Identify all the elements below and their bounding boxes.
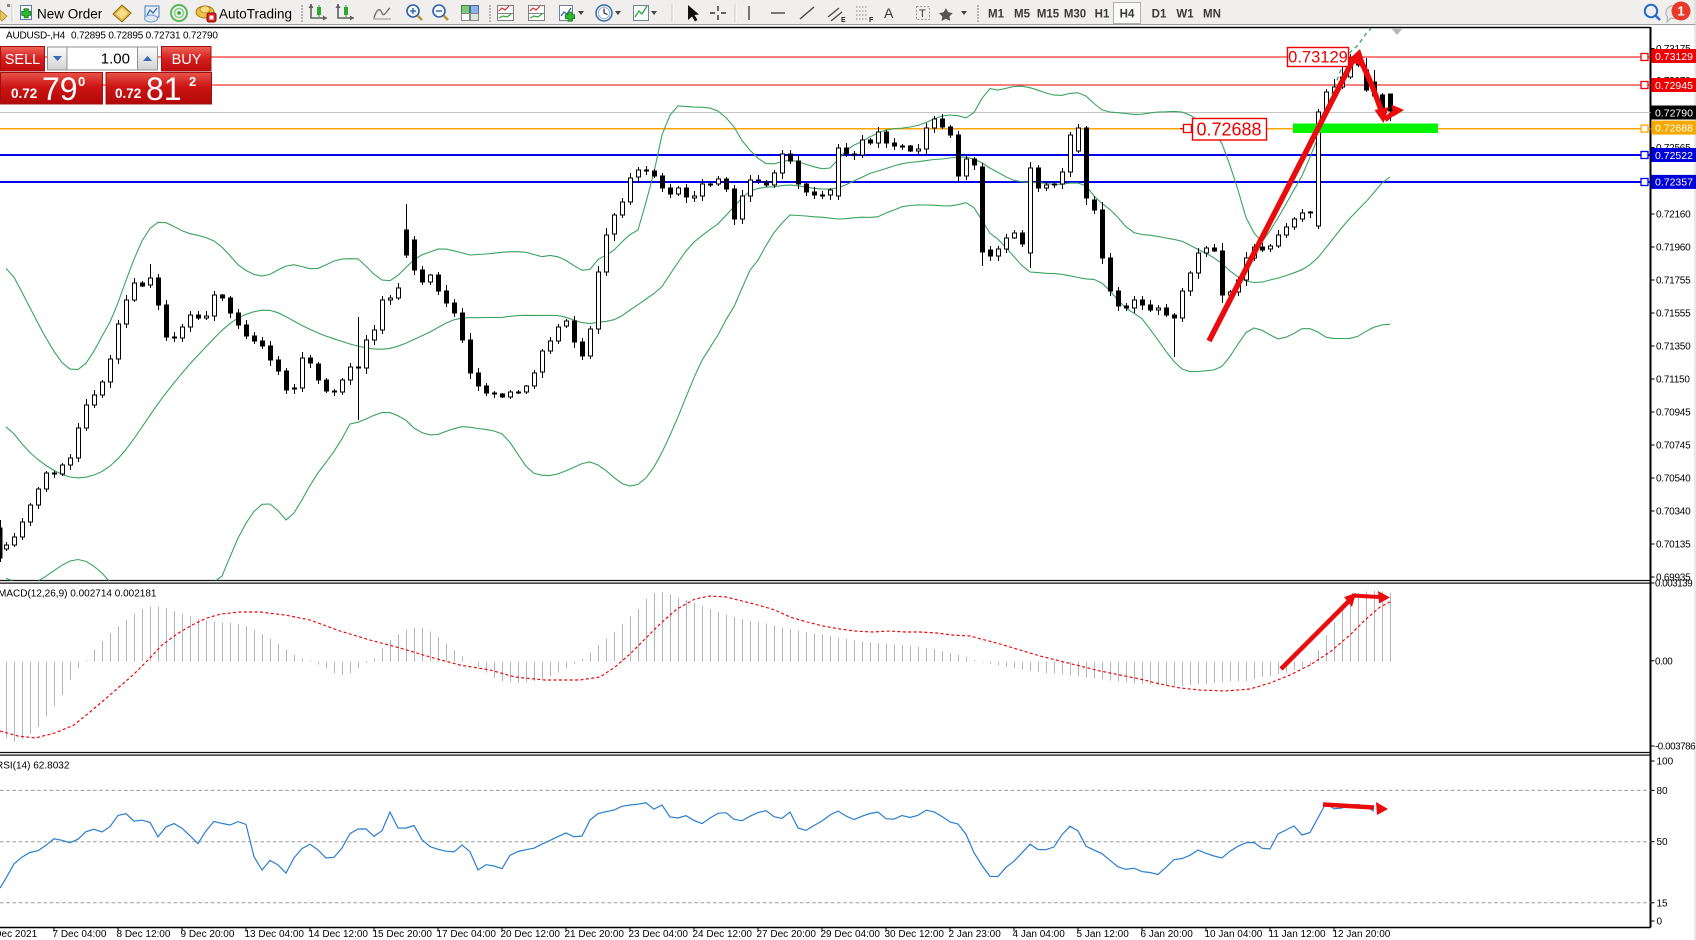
svg-text:E: E [841,17,846,24]
svg-text:M30: M30 [1064,9,1086,21]
svg-text:A: A [884,5,894,21]
svg-text:AutoTrading: AutoTrading [219,7,292,22]
svg-text:BUY: BUY [172,52,202,68]
svg-text:27 Dec 20:00: 27 Dec 20:00 [757,929,817,940]
svg-text:0.72945: 0.72945 [1655,80,1693,92]
svg-text:0.72895 0.72895 0.72731 0.7279: 0.72895 0.72895 0.72731 0.72790 [71,31,218,42]
svg-text:0.72790: 0.72790 [1655,107,1693,119]
svg-text:7 Dec 04:00: 7 Dec 04:00 [53,929,107,940]
svg-text:81: 81 [146,71,182,107]
svg-text:0.70135: 0.70135 [1656,540,1691,551]
svg-text:0.71350: 0.71350 [1656,342,1691,353]
svg-text:M1: M1 [988,9,1005,21]
svg-text:0.73129: 0.73129 [1655,51,1693,63]
svg-text:4 Jan 04:00: 4 Jan 04:00 [1013,929,1066,940]
svg-text:0.71755: 0.71755 [1656,276,1691,287]
svg-text:MN: MN [1203,9,1221,21]
svg-text:0.72357: 0.72357 [1655,177,1693,189]
svg-text:H4: H4 [1120,9,1135,21]
svg-text:50: 50 [1657,837,1669,848]
svg-text:0: 0 [1657,917,1663,928]
svg-text:0.70540: 0.70540 [1656,474,1691,485]
svg-text:21 Dec 20:00: 21 Dec 20:00 [565,929,625,940]
svg-text:2: 2 [189,74,196,89]
svg-text:RSI(14) 62.8032: RSI(14) 62.8032 [0,761,70,772]
svg-text:New Order: New Order [37,7,103,22]
svg-text:9 Dec 20:00: 9 Dec 20:00 [181,929,235,940]
svg-text:0.71150: 0.71150 [1656,375,1690,386]
svg-text:0.73129: 0.73129 [1288,49,1348,67]
svg-text:0.69935: 0.69935 [1656,573,1691,584]
svg-text:0.71960: 0.71960 [1656,243,1691,254]
svg-text:0.70340: 0.70340 [1656,507,1691,518]
svg-text:SELL: SELL [5,52,40,68]
svg-text:6 Dec 2021: 6 Dec 2021 [0,929,38,940]
svg-text:1.00: 1.00 [101,51,130,68]
svg-text:23 Dec 04:00: 23 Dec 04:00 [629,929,689,940]
svg-text:0: 0 [78,74,85,89]
svg-text:5 Jan 12:00: 5 Jan 12:00 [1077,929,1130,940]
svg-text:T: T [919,8,926,20]
svg-text:W1: W1 [1176,9,1194,21]
svg-text:F: F [869,17,874,24]
svg-text:80: 80 [1657,786,1669,797]
svg-text:12 Jan 20:00: 12 Jan 20:00 [1333,929,1391,940]
svg-text:0.70745: 0.70745 [1656,441,1691,452]
svg-text:AUDUSD-,H4: AUDUSD-,H4 [6,31,66,42]
svg-text:M15: M15 [1037,9,1060,21]
svg-text:MACD(12,26,9) 0.002714 0.00218: MACD(12,26,9) 0.002714 0.002181 [0,589,157,600]
svg-text:15 Dec 20:00: 15 Dec 20:00 [373,929,433,940]
svg-text:11 Jan 12:00: 11 Jan 12:00 [1269,929,1327,940]
svg-text:M5: M5 [1014,9,1031,21]
svg-text:-0.003786: -0.003786 [1655,742,1696,753]
svg-text:0.72688: 0.72688 [1196,120,1261,140]
svg-text:0.72522: 0.72522 [1655,150,1693,162]
svg-text:8 Dec 12:00: 8 Dec 12:00 [117,929,171,940]
svg-text:D1: D1 [1152,9,1167,21]
svg-text:10 Jan 04:00: 10 Jan 04:00 [1205,929,1263,940]
svg-text:0.71555: 0.71555 [1656,309,1691,320]
svg-text:6 Jan 20:00: 6 Jan 20:00 [1141,929,1194,940]
svg-text:0.00: 0.00 [1655,656,1673,667]
svg-text:2 Jan 23:00: 2 Jan 23:00 [949,929,1002,940]
svg-text:13 Dec 04:00: 13 Dec 04:00 [245,929,305,940]
svg-text:79: 79 [42,71,78,107]
svg-text:100: 100 [1657,757,1674,768]
svg-text:0.72: 0.72 [11,86,37,101]
svg-text:17 Dec 04:00: 17 Dec 04:00 [437,929,497,940]
svg-text:30 Dec 12:00: 30 Dec 12:00 [885,929,945,940]
svg-text:0.72160: 0.72160 [1656,210,1691,221]
svg-text:0.70945: 0.70945 [1656,408,1691,419]
svg-text:20 Dec 12:00: 20 Dec 12:00 [501,929,561,940]
svg-text:24 Dec 12:00: 24 Dec 12:00 [693,929,753,940]
svg-text:15: 15 [1657,898,1669,909]
svg-text:H1: H1 [1095,9,1110,21]
svg-text:1: 1 [1677,4,1684,19]
svg-text:0.003139: 0.003139 [1655,579,1692,590]
svg-text:0.72688: 0.72688 [1655,122,1693,134]
svg-text:29 Dec 04:00: 29 Dec 04:00 [821,929,881,940]
svg-text:14 Dec 12:00: 14 Dec 12:00 [309,929,369,940]
svg-text:0.72: 0.72 [115,86,141,101]
